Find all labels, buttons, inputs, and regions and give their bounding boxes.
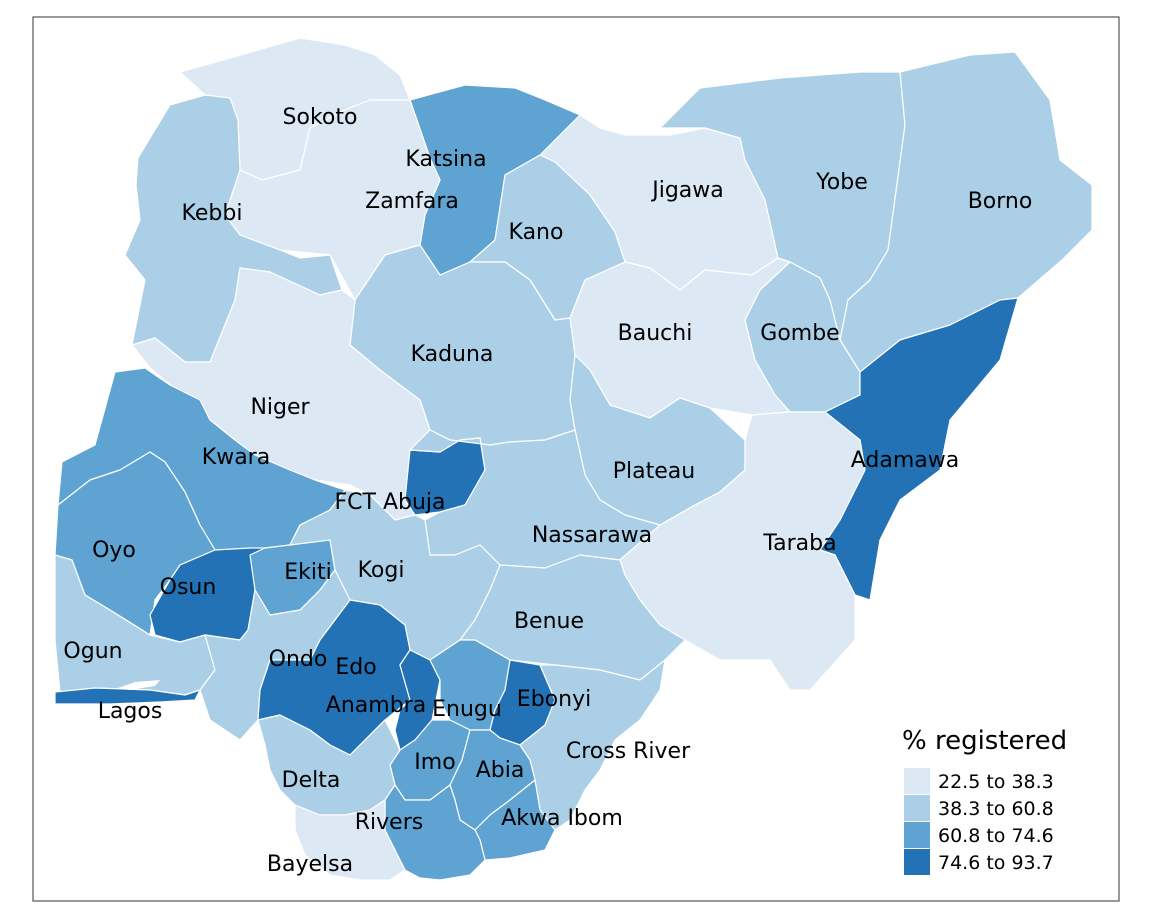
state-label-delta: Delta: [282, 768, 341, 793]
state-label-lagos: Lagos: [98, 699, 163, 724]
state-label-edo: Edo: [335, 655, 376, 680]
state-label-oyo: Oyo: [92, 538, 136, 563]
legend-title: % registered: [902, 726, 1067, 756]
state-label-fct-abuja: FCT Abuja: [335, 490, 446, 515]
state-label-zamfara: Zamfara: [365, 189, 459, 214]
state-label-enugu: Enugu: [432, 697, 502, 722]
legend-label-0: 22.5 to 38.3: [938, 771, 1054, 793]
state-label-sokoto: Sokoto: [283, 105, 358, 130]
state-label-akwa-ibom: Akwa Ibom: [501, 806, 623, 831]
state-label-ebonyi: Ebonyi: [517, 687, 591, 712]
state-bayelsa: [294, 799, 406, 881]
legend: % registered 22.5 to 38.3 38.3 to 60.8 60.…: [902, 726, 1067, 875]
state-label-yobe: Yobe: [815, 170, 867, 195]
state-label-nassarawa: Nassarawa: [532, 523, 652, 548]
state-label-kano: Kano: [509, 220, 564, 245]
states-layer: [54, 37, 1093, 881]
state-label-imo: Imo: [414, 750, 455, 775]
legend-swatch-1: [904, 795, 930, 821]
state-labels: Sokoto Katsina Zamfara Kebbi Jigawa Yobe Borno…: [63, 105, 1032, 877]
state-label-osun: Osun: [160, 575, 217, 600]
state-label-plateau: Plateau: [613, 459, 695, 484]
state-label-anambra: Anambra: [326, 693, 426, 718]
state-label-benue: Benue: [514, 609, 584, 634]
legend-swatch-0: [904, 768, 930, 794]
state-label-taraba: Taraba: [762, 531, 836, 556]
lagos-lagoon: [118, 680, 160, 690]
state-label-ekiti: Ekiti: [284, 560, 332, 585]
state-label-katsina: Katsina: [405, 147, 486, 172]
state-label-ondo: Ondo: [269, 647, 328, 672]
state-cross-river: [519, 659, 666, 831]
state-label-bauchi: Bauchi: [618, 321, 693, 346]
state-label-borno: Borno: [968, 189, 1033, 214]
legend-swatch-3: [904, 849, 930, 875]
state-label-kwara: Kwara: [202, 445, 270, 470]
state-label-bayelsa: Bayelsa: [267, 852, 353, 877]
state-label-rivers: Rivers: [355, 810, 423, 835]
legend-label-2: 60.8 to 74.6: [938, 825, 1054, 847]
state-label-kogi: Kogi: [358, 558, 405, 583]
state-lagos: [54, 687, 201, 705]
state-label-ogun: Ogun: [63, 639, 122, 664]
state-label-abia: Abia: [476, 758, 525, 783]
state-label-cross-river: Cross River: [566, 739, 691, 764]
state-label-kaduna: Kaduna: [411, 342, 494, 367]
state-label-niger: Niger: [250, 395, 310, 420]
legend-label-1: 38.3 to 60.8: [938, 798, 1054, 820]
state-label-adamawa: Adamawa: [851, 448, 960, 473]
legend-swatch-2: [904, 822, 930, 848]
state-label-gombe: Gombe: [760, 321, 839, 346]
state-label-kebbi: Kebbi: [182, 201, 243, 226]
state-label-jigawa: Jigawa: [650, 178, 724, 203]
legend-label-3: 74.6 to 93.7: [938, 852, 1054, 874]
